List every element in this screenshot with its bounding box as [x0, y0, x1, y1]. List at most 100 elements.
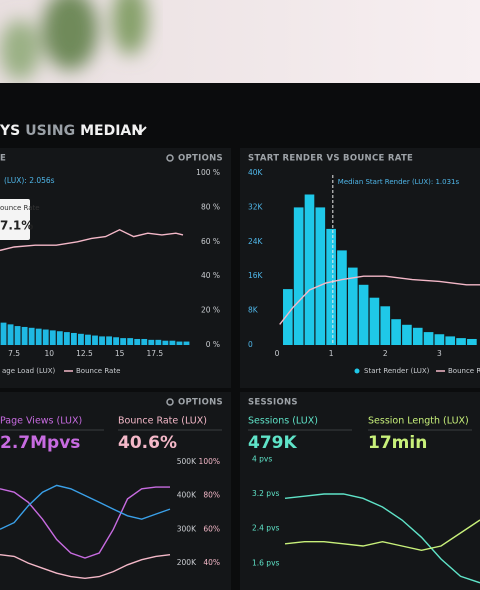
y-tick-label: 60% [203, 524, 220, 533]
histogram-bar [63, 332, 70, 345]
gear-icon[interactable] [166, 154, 174, 162]
line-series [279, 275, 480, 325]
panel-heading: START RENDER VS BOUNCE RATE [248, 154, 413, 164]
histogram-bar [155, 339, 162, 345]
x-tick-label: 12.5 [76, 349, 93, 358]
metric-label: Bounce Rate (LUX) [118, 416, 207, 427]
y-tick-label: 40 % [201, 271, 220, 280]
options-button[interactable]: OPTIONS [178, 398, 223, 408]
x-tick-label: 15 [115, 349, 125, 358]
y-tick-label: 100% [199, 457, 220, 466]
histogram-bar [134, 338, 141, 345]
x-tick-label: 1 [329, 349, 334, 358]
histogram-bar [293, 207, 304, 345]
legend-swatch [354, 368, 360, 374]
y-tick-label: 4 pvs [252, 454, 272, 463]
histogram-bar [85, 334, 91, 345]
panel-heading: E [0, 154, 6, 164]
histogram-bar [42, 329, 49, 345]
histogram-bar [99, 336, 105, 345]
plant-blur [0, 0, 148, 80]
panel [0, 148, 231, 388]
line-series [0, 554, 171, 580]
x-tick-label: 10 [44, 349, 54, 358]
metric-label: Page Views (LUX) [0, 416, 82, 427]
histogram-bar [456, 338, 466, 345]
dashboard-title: YS USING MEDIAN [0, 123, 143, 139]
y-tick-label: 1.6 pvs [252, 558, 280, 567]
histogram-bar [0, 322, 7, 345]
y-tick-label: 2.4 pvs [252, 524, 280, 533]
panel [240, 148, 480, 388]
x-tick-label: 2 [383, 349, 388, 358]
histogram-bar [402, 324, 412, 345]
y-tick-label: 32K [248, 202, 264, 211]
gear-icon[interactable] [166, 398, 174, 406]
dropdown-chevron[interactable] [133, 126, 147, 135]
y-tick-label: 0 % [206, 340, 220, 349]
title-part: YS [0, 123, 20, 139]
y-tick-label: 3.2 pvs [252, 489, 280, 498]
annotation: Median Start Render (LUX): 1.031s [338, 178, 460, 186]
y-tick-label: 40K [248, 168, 264, 177]
options-button[interactable]: OPTIONS [178, 154, 223, 164]
histogram-bar [304, 194, 315, 345]
y-tick-label: 400K [177, 491, 197, 500]
metric-label: Sessions (LUX) [248, 416, 318, 427]
line-series [0, 229, 184, 252]
x-tick-label: 0 [275, 349, 280, 358]
line-series [0, 486, 170, 559]
histogram-bar [315, 207, 326, 345]
title-part: USING [25, 123, 75, 139]
x-tick-label: 17.5 [146, 349, 163, 358]
histogram-bar [283, 289, 293, 345]
legend-label: Bounce Rate [76, 367, 120, 375]
histogram-bar [369, 297, 380, 345]
histogram-bar [21, 326, 28, 345]
y-tick-label: 8K [248, 306, 259, 315]
metric-value: 479K [248, 433, 297, 453]
y-tick-label: 100 % [196, 168, 220, 177]
histogram-bar [162, 340, 169, 345]
histogram-bar [434, 334, 445, 345]
histogram-bar [148, 339, 155, 345]
metric-value: 2.7Mpvs [0, 433, 80, 453]
histogram-bar [423, 332, 434, 345]
histogram-bar [49, 330, 56, 345]
histogram-bar [7, 324, 14, 345]
metric-value: 17min [368, 433, 427, 453]
histogram-bar [56, 331, 63, 345]
tooltip-label: ounce Rate [0, 204, 40, 212]
y-tick-label: 300K [177, 524, 197, 533]
panel-heading: SESSIONS [248, 398, 298, 408]
y-tick-label: 80% [203, 491, 220, 500]
line-series [284, 493, 480, 584]
histogram-bar [412, 327, 423, 345]
y-tick-label: 0 [248, 340, 253, 349]
y-tick-label: 200K [177, 558, 197, 567]
y-tick-label: 20 % [201, 306, 220, 315]
y-tick-label: 80 % [201, 202, 220, 211]
histogram-bar [358, 284, 369, 345]
x-tick-label: 7.5 [8, 349, 20, 358]
y-tick-label: 24K [248, 237, 264, 246]
histogram-bar [347, 267, 358, 345]
x-tick-label: 3 [437, 349, 442, 358]
y-tick-label: 60 % [201, 237, 220, 246]
line-series [0, 484, 171, 530]
histogram-bar [35, 328, 42, 345]
histogram-bar [445, 336, 456, 345]
legend-label: Start Render (LUX) [364, 367, 430, 375]
y-tick-label: 40% [203, 558, 220, 567]
panel [0, 392, 231, 590]
legend-label: Bounce Rate [448, 367, 480, 375]
line-series [284, 519, 480, 552]
y-tick-label: 16K [248, 271, 264, 280]
histogram-bar [70, 332, 77, 345]
histogram-bar [106, 336, 112, 345]
histogram-bar [127, 338, 134, 345]
tooltip [0, 199, 30, 240]
title-part[interactable]: MEDIAN [80, 123, 143, 139]
histogram-bar [337, 250, 347, 345]
